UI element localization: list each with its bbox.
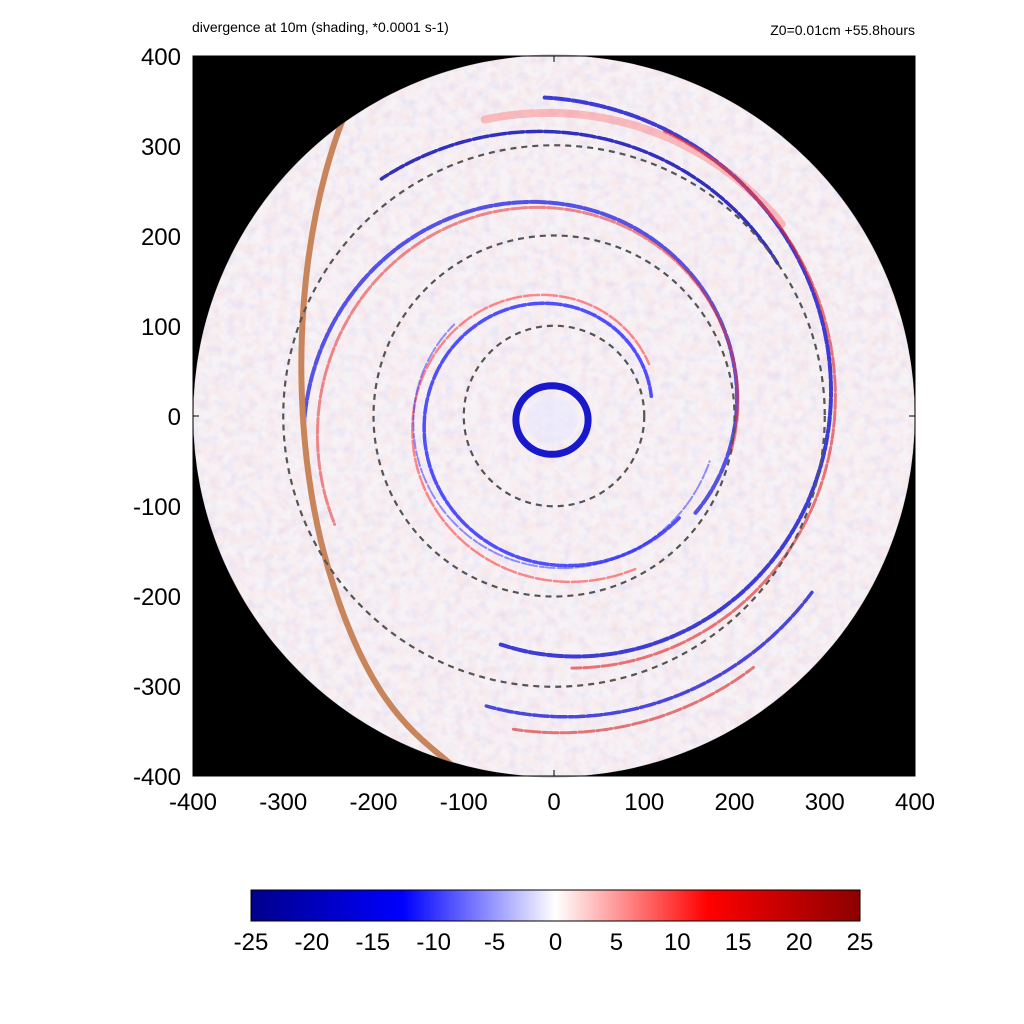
x-tick-label: -100 — [440, 789, 488, 816]
x-tick-label: 400 — [895, 789, 935, 816]
range-ring-100 — [462, 324, 646, 508]
eyewall-outline — [512, 382, 592, 458]
colorbar-tick-label: -15 — [355, 929, 390, 956]
rainband-10 — [511, 665, 755, 735]
x-tick-label: -300 — [259, 789, 307, 816]
rainband-7 — [480, 108, 786, 229]
colorbar-tick-label: -10 — [416, 929, 451, 956]
y-tick-label: 300 — [141, 134, 181, 161]
y-tick-label: -300 — [133, 674, 181, 701]
y-tick-label: -400 — [133, 764, 181, 791]
colorbar-tick-label: 15 — [725, 929, 752, 956]
x-tick-label: 300 — [805, 789, 845, 816]
x-tick-label: -200 — [349, 789, 397, 816]
x-tick-label: 100 — [624, 789, 664, 816]
colorbar-tick-label: -25 — [234, 929, 269, 956]
x-tick-label: 0 — [547, 789, 560, 816]
rainband-1 — [411, 293, 651, 584]
range-ring-200 — [372, 234, 736, 598]
eye-interior — [526, 396, 578, 444]
y-tick-label: 0 — [168, 404, 181, 431]
colorbar-tick-label: 20 — [786, 929, 813, 956]
y-tick-label: -100 — [133, 494, 181, 521]
y-tick-label: 200 — [141, 224, 181, 251]
rainband-5 — [570, 130, 837, 670]
range-rings — [282, 144, 826, 688]
rainband-9 — [484, 590, 814, 719]
y-tick-label: -200 — [133, 584, 181, 611]
rainband-0 — [422, 301, 681, 568]
colorbar-tick-label: 0 — [549, 929, 562, 956]
rainband-8 — [412, 323, 711, 570]
colorbar-ticks: -25 -20 -15 -10 -5 0 5 10 15 20 25 — [234, 929, 874, 956]
colorbar-tick-label: 5 — [610, 929, 623, 956]
divergence-field — [193, 55, 915, 777]
x-axis: -400 -300 -200 -100 0 100 200 300 400 — [169, 56, 935, 816]
run-info-label: Z0=0.01cm +55.8hours — [770, 22, 915, 38]
x-tick-label: 200 — [714, 789, 754, 816]
colorbar-tick-label: 10 — [664, 929, 691, 956]
y-axis: 400 300 200 100 0 -100 -200 -300 -400 — [133, 44, 915, 791]
chart-title: divergence at 10m (shading, *0.0001 s-1) — [192, 19, 449, 35]
colorbar — [250, 889, 861, 922]
range-ring-300 — [282, 144, 826, 688]
y-tick-label: 100 — [141, 314, 181, 341]
colorbar-tick-label: 25 — [847, 929, 874, 956]
colorbar-tick-label: -20 — [295, 929, 330, 956]
x-tick-label: -400 — [169, 789, 217, 816]
coastline — [298, 55, 466, 777]
colorbar-tick-label: -5 — [484, 929, 505, 956]
rainband-3 — [315, 205, 740, 526]
eyewall-ring — [512, 382, 592, 458]
rainband-6 — [379, 129, 780, 265]
spiral-bands — [301, 95, 837, 735]
y-tick-label: 400 — [141, 44, 181, 71]
